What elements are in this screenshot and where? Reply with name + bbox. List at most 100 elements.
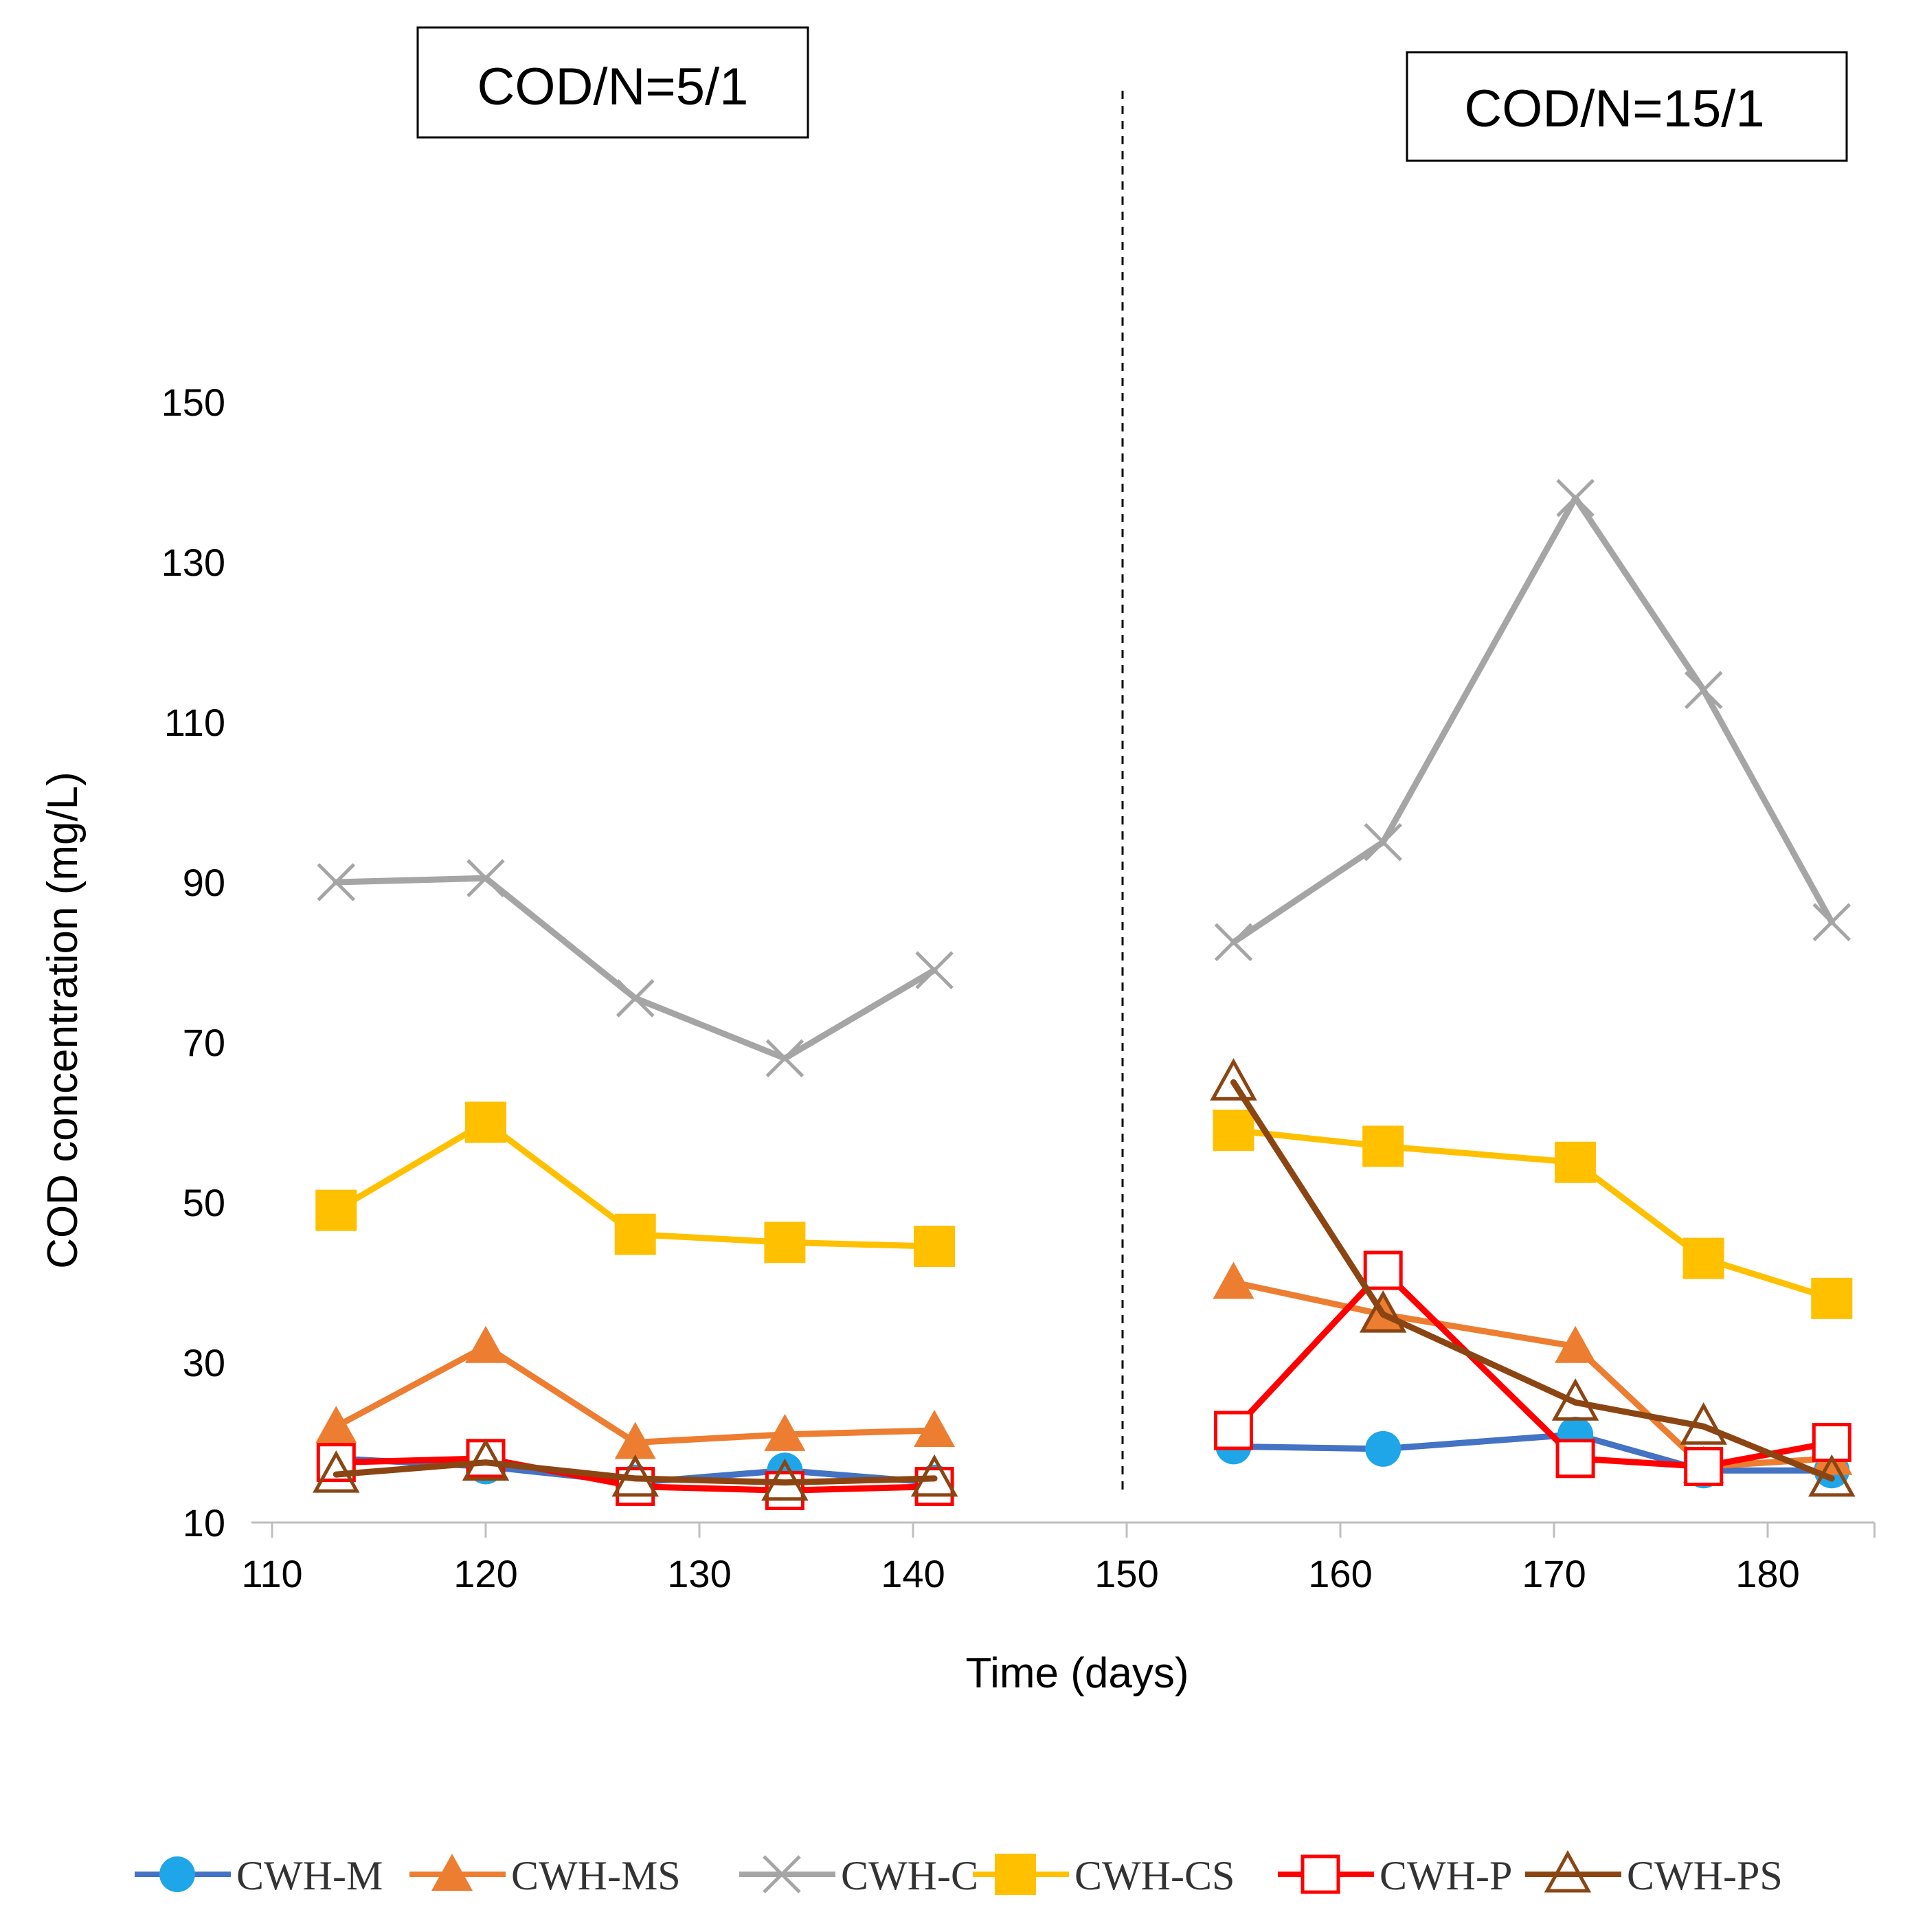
marker-stroke [1364,822,1402,862]
data-point-cwh-p [1363,1250,1403,1290]
data-point-cwh-p [914,1467,954,1507]
x-tick-label: 120 [453,1552,517,1595]
marker-stroke [616,979,655,1018]
marker-stroke [1684,671,1723,710]
data-point-cwh-c [1684,671,1723,710]
legend-label-cwh-p: CWH-P [1380,1853,1512,1898]
legend-label-cwh-m: CWH-M [236,1853,383,1898]
data-point-cwh-cs [1682,1237,1724,1279]
y-tick-label: 30 [183,1341,225,1384]
legend-marker-cwh-ms [431,1854,473,1891]
y-tick-label: 10 [183,1501,225,1545]
legend-item-cwh-c: CWH-C [739,1853,978,1898]
data-point-cwh-cs [315,1189,357,1231]
legend-marker-cwh-ps [1544,1850,1592,1893]
data-point-cwh-ps [462,1438,510,1481]
y-tick-label: 150 [161,381,225,424]
data-point-cwh-c [1364,822,1402,862]
legend-marker-cwh-c [763,1855,801,1894]
y-tick-label: 90 [183,861,225,904]
data-point-cwh-cs [914,1226,956,1268]
data-point-cwh-c [466,859,505,897]
y-tick-label: 110 [164,701,225,744]
x-tick-label: 180 [1735,1552,1799,1595]
data-point-cwh-c [616,979,655,1018]
data-point-cwh-ms [614,1422,656,1459]
marker-stroke [1812,903,1851,942]
axes: 110 120 130 140 150 160 170 180 10 30 50 70 90 110 130… [161,381,1876,1595]
x-tick-label: 140 [881,1552,945,1595]
data-point-cwh-ms [764,1413,806,1451]
data-point-cwh-p [616,1467,655,1507]
x-axis-title: Time (days) [966,1650,1189,1697]
legend: CWH-M CWH-MS CWH-C CWH-CS CWH-P CWH-PS [135,1850,1783,1898]
data-point-cwh-ms [465,1325,506,1363]
x-tick-label: 160 [1308,1552,1372,1595]
marker-stroke [1556,479,1595,517]
series-cwh-ps [313,1058,1856,1501]
data-point-cwh-ps [611,1454,659,1497]
data-point-cwh-ps [1359,1290,1407,1333]
series-cwh-c [317,479,1851,1078]
data-point-cwh-c [915,951,954,989]
data-point-cwh-ps [761,1458,809,1501]
series-cwh-cs [315,1101,1853,1319]
legend-marker-cwh-cs [995,1854,1036,1895]
data-point-cwh-c [1214,923,1253,962]
data-point-cwh-p [466,1439,506,1479]
data-point-cwh-ms [1555,1325,1597,1363]
x-tick-label: 130 [667,1552,731,1595]
data-point-cwh-ms [315,1406,357,1444]
y-tick-label: 50 [183,1181,225,1224]
data-point-cwh-p [1684,1446,1724,1486]
legend-marker-cwh-m [159,1856,195,1892]
plot-area [313,479,1856,1510]
data-point-cwh-ps [1551,1378,1599,1421]
phase-label-right-text: COD/N=15/1 [1464,80,1764,138]
x-tick-label: 110 [241,1552,302,1595]
data-point-cwh-c [317,863,356,901]
phase-box-left [416,26,809,139]
legend-marker-cwh-p [1301,1854,1340,1894]
data-point-cwh-ps [1210,1058,1257,1101]
data-point-cwh-cs [1362,1125,1404,1167]
data-point-cwh-cs [764,1222,806,1263]
data-point-cwh-p [765,1470,804,1510]
data-point-cwh-ps [910,1454,958,1497]
x-tick-label: 170 [1522,1552,1586,1595]
data-point-cwh-ps [313,1450,360,1493]
y-tick-label: 70 [183,1021,225,1064]
legend-item-cwh-p: CWH-P [1278,1853,1512,1898]
data-point-cwh-c [1556,479,1595,517]
data-point-cwh-p [1214,1411,1253,1450]
marker-stroke [1214,923,1253,962]
x-tick-label: 150 [1094,1552,1158,1595]
phase-label-left: COD/N=5/1 [416,26,809,139]
legend-item-cwh-ms: CWH-MS [409,1853,681,1898]
phase-label-right: COD/N=15/1 [1406,51,1848,162]
legend-item-cwh-m: CWH-M [135,1853,383,1898]
data-point-cwh-c [1812,903,1851,942]
series-line-cwh-ps [333,1459,938,1486]
y-axis-title: COD concentration (mg/L) [39,772,87,1269]
data-point-cwh-cs [1555,1141,1597,1183]
data-point-cwh-c [765,1039,804,1078]
y-tick-label: 130 [161,541,225,584]
series-line-cwh-ps [1230,1079,1835,1482]
legend-label-cwh-ms: CWH-MS [511,1853,681,1898]
phase-label-left-text: COD/N=5/1 [477,58,749,116]
data-point-cwh-ms [914,1410,956,1448]
data-point-cwh-m [1365,1430,1401,1467]
legend-item-cwh-ps: CWH-PS [1525,1850,1783,1898]
marker-stroke [915,951,954,989]
phase-box-right [1406,51,1848,162]
data-point-cwh-ps [1680,1402,1727,1445]
data-point-cwh-ps [1808,1454,1856,1497]
data-point-cwh-p [1555,1439,1595,1479]
marker-stroke [317,863,356,901]
legend-label-cwh-ps: CWH-PS [1627,1853,1783,1898]
marker-stroke [466,859,505,897]
marker-stroke [765,1039,804,1078]
